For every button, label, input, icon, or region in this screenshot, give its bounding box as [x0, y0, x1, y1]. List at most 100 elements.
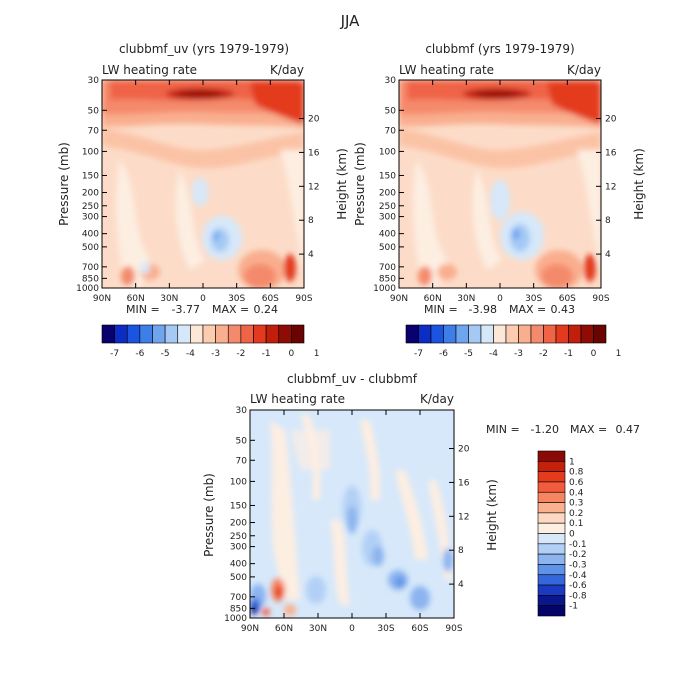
colorbar-label: -2 [539, 349, 548, 359]
y-tick-label: 30 [88, 76, 100, 86]
x-tick-label: 60S [559, 294, 576, 304]
y-tick-label: 250 [379, 202, 396, 212]
colorbar-label: 0.8 [569, 468, 584, 478]
colorbar-label: -7 [414, 349, 423, 359]
y-right-tick-label: 12 [308, 182, 319, 192]
colorbar-label: -6 [439, 349, 448, 359]
colorbar-swatch [455, 324, 469, 344]
colorbar-swatch [430, 324, 444, 344]
y-tick-label: 100 [379, 147, 396, 157]
y-axis-label: Pressure (mb) [57, 142, 71, 226]
panel-subtitle-left: LW heating rate [102, 63, 197, 77]
colorbar-swatch [114, 324, 128, 344]
contour-field [102, 80, 304, 288]
colorbar-label: 0.2 [569, 509, 583, 519]
colorbar-swatch [537, 543, 566, 555]
colorbar-swatch [126, 324, 141, 344]
colorbar-swatch [543, 324, 557, 344]
min-value: -3.98 [469, 303, 497, 316]
colorbar-label: 1 [616, 349, 622, 359]
colorbar-swatch [101, 324, 115, 344]
colorbar-label: -1 [569, 602, 578, 612]
colorbar-swatch [253, 324, 267, 344]
colorbar-label: -3 [514, 349, 523, 359]
panel-title: clubbmf_uv (yrs 1979-1979) [119, 42, 289, 56]
colorbar-swatch [537, 605, 566, 617]
page-title: JJA [340, 12, 361, 30]
colorbar-swatch [580, 324, 594, 344]
y-tick-label: 250 [230, 532, 247, 542]
y-right-tick-label: 4 [458, 580, 464, 590]
min-max-line: MIN = -1.20 MAX = 0.47 [486, 423, 640, 436]
y-right-tick-label: 8 [308, 216, 314, 226]
y-tick-label: 850 [230, 604, 247, 614]
colorbar-swatch [530, 324, 544, 344]
colorbar-swatch [278, 324, 292, 344]
colorbar-label: 0.6 [569, 478, 584, 488]
y-tick-label: 1000 [373, 284, 396, 294]
max-label: MAX = [509, 303, 546, 316]
y-right-axis-label: Height (km) [335, 148, 349, 219]
colorbar-label: -5 [161, 349, 170, 359]
y-tick-label: 70 [88, 126, 100, 136]
colorbar-swatch [480, 324, 494, 344]
colorbar-label: -0.1 [569, 540, 587, 550]
y-tick-label: 700 [230, 593, 247, 603]
y-tick-label: 400 [230, 560, 247, 570]
y-tick-label: 500 [379, 243, 396, 253]
y-tick-label: 50 [88, 106, 100, 116]
min-max-line: MIN = -3.77 MAX = 0.24 [126, 303, 278, 316]
max-value: 0.43 [551, 303, 576, 316]
min-label: MIN = [424, 303, 458, 316]
colorbar-label: 0 [289, 349, 295, 359]
min-label: MIN = [486, 423, 520, 436]
colorbar-label: -6 [135, 349, 144, 359]
colorbar-swatch [537, 450, 566, 462]
y-tick-label: 200 [230, 519, 247, 529]
min-max-line: MIN = -3.98 MAX = 0.43 [424, 303, 575, 316]
colorbar-label: 0 [591, 349, 597, 359]
colorbar-label: -3 [211, 349, 220, 359]
panel-clubbmf: clubbmf (yrs 1979-1979) LW heating rate … [353, 42, 646, 359]
colorbar-label: 1 [314, 349, 320, 359]
y-tick-label: 700 [82, 263, 99, 273]
colorbar-swatch [493, 324, 507, 344]
x-tick-label: 90S [295, 294, 312, 304]
y-tick-label: 700 [379, 263, 396, 273]
x-tick-label: 30N [309, 624, 327, 634]
contour-field [399, 80, 601, 288]
colorbar-swatch [177, 324, 191, 344]
colorbar-swatch [215, 324, 229, 344]
min-value: -3.77 [172, 303, 200, 316]
y-tick-label: 50 [385, 106, 397, 116]
y-right-tick-label: 4 [605, 250, 611, 260]
y-right-tick-label: 16 [458, 478, 470, 488]
colorbar-swatch [227, 324, 242, 344]
y-right-axis-label: Height (km) [485, 479, 499, 550]
y-tick-label: 850 [379, 274, 396, 284]
y-tick-label: 500 [230, 573, 247, 583]
y-tick-label: 200 [82, 189, 99, 199]
colorbar-label: -2 [236, 349, 245, 359]
max-value: 0.47 [616, 423, 641, 436]
y-tick-label: 50 [236, 436, 248, 446]
y-tick-label: 30 [236, 406, 248, 416]
y-tick-label: 250 [82, 202, 99, 212]
y-axis-label: Pressure (mb) [353, 142, 367, 226]
colorbar-swatch [505, 324, 519, 344]
y-tick-label: 200 [379, 189, 396, 199]
colorbar-swatch [537, 481, 566, 493]
panel-subtitle-right: K/day [567, 63, 601, 77]
y-tick-label: 30 [385, 76, 397, 86]
colorbar-label: -5 [464, 349, 473, 359]
colorbar-swatch [537, 512, 566, 524]
panel-title: clubbmf (yrs 1979-1979) [425, 42, 574, 56]
colorbar-swatch [291, 324, 305, 344]
x-tick-label: 60S [262, 294, 279, 304]
colorbar-swatch [537, 533, 566, 545]
x-tick-label: 30N [160, 294, 178, 304]
y-tick-label: 150 [379, 171, 396, 181]
y-right-tick-label: 12 [605, 182, 616, 192]
y-tick-label: 400 [379, 230, 396, 240]
